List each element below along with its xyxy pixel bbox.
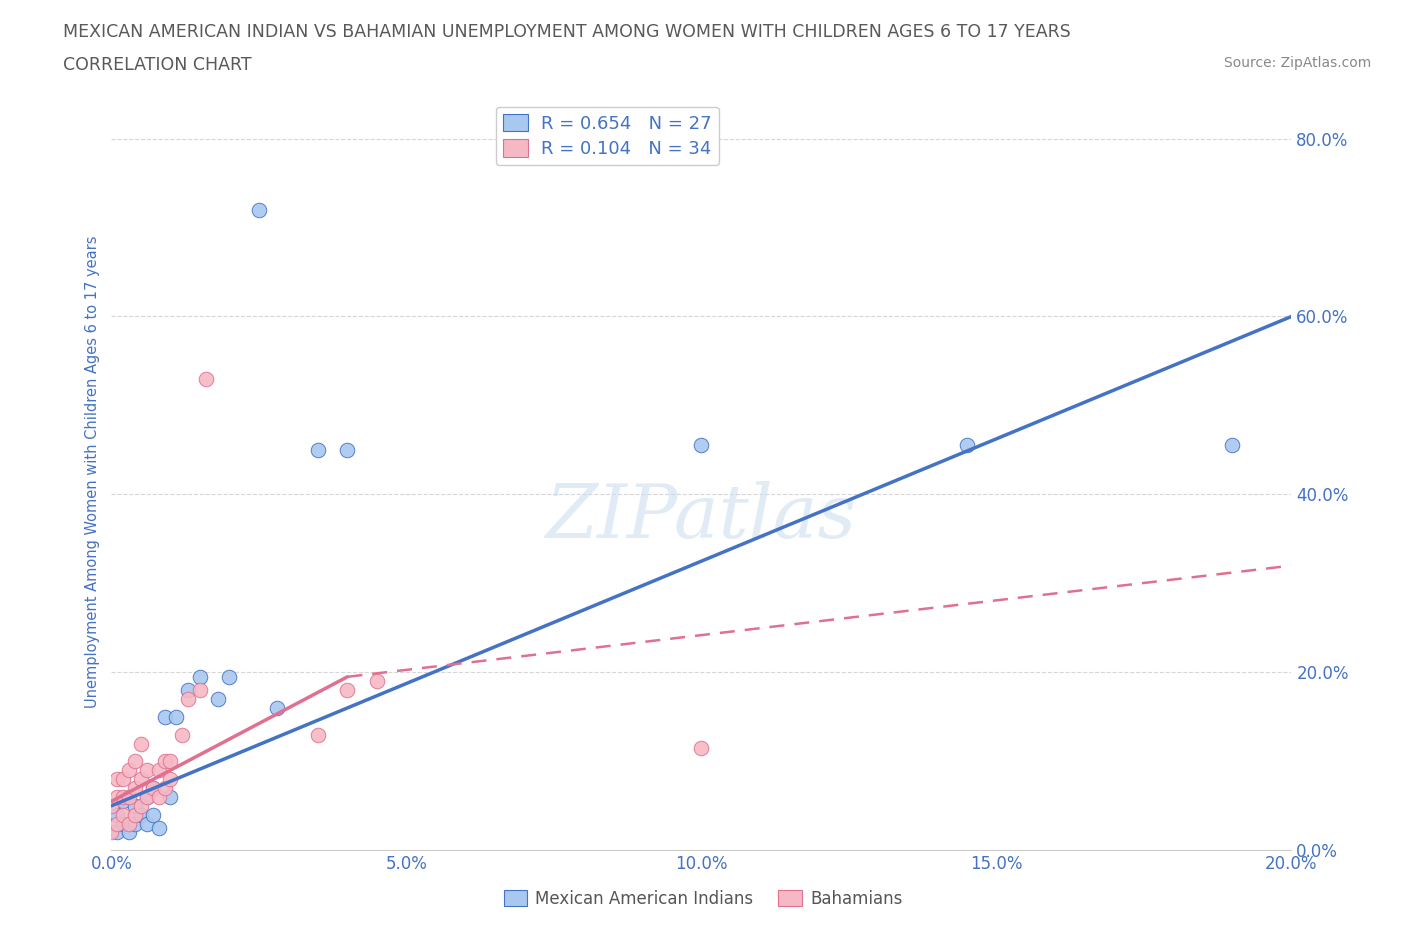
Point (188, 683, 211, 698)
Point (112, 772, 135, 787)
Point (336, 443, 359, 458)
Point (129, 736, 152, 751)
Point (142, 807, 165, 822)
Point (105, 817, 128, 831)
Point (148, 790, 170, 804)
Point (118, 825, 141, 840)
Point (690, 438, 713, 453)
Point (124, 754, 146, 769)
Point (100, 798, 122, 813)
Point (247, 202, 270, 217)
Point (142, 780, 165, 795)
Text: CORRELATION CHART: CORRELATION CHART (63, 56, 252, 73)
Point (207, 692, 229, 707)
Point (194, 371, 217, 386)
Point (135, 790, 157, 804)
Point (124, 807, 146, 822)
Point (266, 700, 288, 715)
Point (307, 443, 329, 458)
Point (105, 790, 128, 804)
Point (112, 790, 135, 804)
Point (148, 820, 170, 835)
Point (135, 763, 157, 777)
Point (153, 710, 176, 724)
Point (188, 670, 211, 684)
Point (690, 740, 713, 755)
Point (153, 780, 176, 795)
Legend: R = 0.654   N = 27, R = 0.104   N = 34: R = 0.654 N = 27, R = 0.104 N = 34 (495, 107, 718, 166)
Y-axis label: Unemployment Among Women with Children Ages 6 to 17 years: Unemployment Among Women with Children A… (86, 236, 100, 709)
Point (366, 674, 388, 689)
Point (159, 772, 181, 787)
Point (218, 670, 240, 684)
Point (105, 825, 128, 840)
Text: MEXICAN AMERICAN INDIAN VS BAHAMIAN UNEMPLOYMENT AMONG WOMEN WITH CHILDREN AGES : MEXICAN AMERICAN INDIAN VS BAHAMIAN UNEM… (63, 23, 1071, 41)
Point (135, 817, 157, 831)
Point (148, 763, 170, 777)
Point (118, 763, 141, 777)
Point (100, 825, 122, 840)
Point (153, 754, 176, 769)
Point (135, 790, 157, 804)
Point (172, 727, 194, 742)
Point (105, 807, 128, 822)
Legend: Mexican American Indians, Bahamians: Mexican American Indians, Bahamians (496, 883, 910, 914)
Point (118, 817, 141, 831)
Point (165, 710, 187, 724)
Point (124, 798, 146, 813)
Point (336, 683, 359, 698)
Point (177, 683, 200, 698)
Point (105, 772, 128, 787)
Point (112, 817, 135, 831)
Point (112, 794, 135, 809)
Point (159, 790, 181, 804)
Point (112, 807, 135, 822)
Point (124, 780, 146, 795)
Text: ZIPatlas: ZIPatlas (546, 482, 856, 553)
Point (142, 780, 165, 795)
Text: Source: ZipAtlas.com: Source: ZipAtlas.com (1223, 56, 1371, 70)
Point (177, 692, 200, 707)
Point (129, 798, 152, 813)
Point (1222, 438, 1244, 453)
Point (118, 790, 141, 804)
Point (129, 807, 152, 822)
Point (124, 817, 146, 831)
Point (956, 438, 979, 453)
Point (129, 772, 152, 787)
Point (307, 727, 329, 742)
Point (159, 754, 181, 769)
